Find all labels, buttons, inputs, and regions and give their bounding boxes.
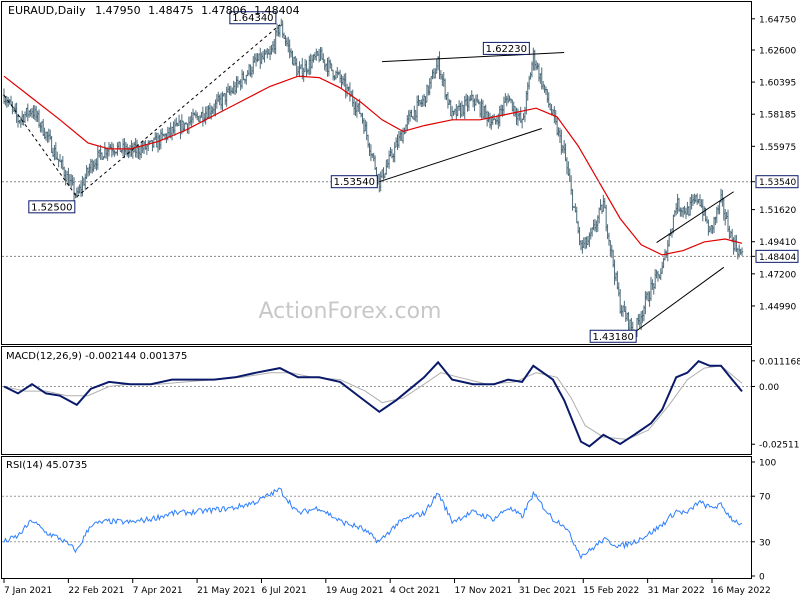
y-tick-label: 1.51620 xyxy=(759,206,796,216)
trendline xyxy=(656,191,734,244)
rsi-y-tick-label: 70 xyxy=(759,493,771,503)
trendline xyxy=(379,128,542,183)
ma-line xyxy=(3,75,743,256)
y-tick-label: 1.60395 xyxy=(759,79,796,89)
rsi-y-tick-label: 100 xyxy=(759,459,776,469)
rsi-line xyxy=(3,487,743,560)
trendline xyxy=(636,266,725,331)
callout-text: 1.43180 xyxy=(592,332,633,343)
moving-average xyxy=(3,75,743,256)
x-tick-label: 31 Mar 2022 xyxy=(648,586,705,596)
macd-y-tick-label: -0.025117 xyxy=(759,441,800,451)
price-bar xyxy=(740,247,744,256)
x-tick-label: 31 Dec 2021 xyxy=(519,586,577,596)
trendline xyxy=(382,52,565,63)
high-value: 1.48475 xyxy=(148,4,194,17)
y-tick-label: 1.53540 xyxy=(759,178,796,188)
price-callout: 1.62230 xyxy=(482,41,530,55)
x-tick-label: 7 Jan 2021 xyxy=(4,586,52,596)
watermark: ActionForex.com xyxy=(259,299,442,324)
callout-text: 1.62230 xyxy=(486,44,527,55)
callout-text: 1.53540 xyxy=(334,177,375,188)
price-callout: 1.43180 xyxy=(589,329,637,343)
y-tick-label: 1.55975 xyxy=(759,143,796,153)
macd-signal-line xyxy=(3,365,743,440)
x-tick-label: 17 Nov 2021 xyxy=(455,586,513,596)
callout-text: 1.64340 xyxy=(232,13,273,24)
trendline xyxy=(76,24,281,198)
macd-series xyxy=(2,360,751,448)
y-tick-label: 1.58185 xyxy=(759,111,796,121)
price-callout: 1.53540 xyxy=(330,175,378,189)
symbol-title: EURAUD,Daily 1.47950 1.48475 1.47806 1.4… xyxy=(8,4,300,17)
symbol-name: EURAUD,Daily xyxy=(8,4,86,17)
rsi-title: RSI(14) 45.0735 xyxy=(6,460,87,471)
x-tick-label: 4 Oct 2021 xyxy=(390,586,440,596)
price-callout: 1.64340 xyxy=(229,11,277,25)
x-tick-label: 22 Feb 2021 xyxy=(68,586,124,596)
callout-text: 1.52500 xyxy=(31,202,72,213)
x-tick-label: 16 May 2022 xyxy=(712,586,771,596)
y-tick-label: 1.49410 xyxy=(759,238,796,248)
price-callouts: 1.64340 1.62230 1.52500 1.53540 1.43180 xyxy=(28,11,637,343)
open-value: 1.47950 xyxy=(95,4,141,17)
macd-line xyxy=(3,360,743,448)
close-value: 1.48404 xyxy=(254,4,300,17)
trendlines xyxy=(2,24,751,331)
y-tick-label: 1.48404 xyxy=(759,253,796,263)
y-tick-label: 1.64750 xyxy=(759,15,796,25)
macd-y-tick-label: 0.00 xyxy=(759,383,779,393)
rsi-y-tick-label: 0 xyxy=(759,573,765,583)
x-tick-label: 6 Jul 2021 xyxy=(261,586,306,596)
low-value: 1.47806 xyxy=(201,4,247,17)
rsi-y-tick-label: 30 xyxy=(759,538,771,548)
macd-title: MACD(12,26,9) -0.002144 0.001375 xyxy=(6,351,187,362)
x-tick-label: 15 Feb 2022 xyxy=(583,586,639,596)
y-tick-label: 1.62600 xyxy=(759,47,796,57)
macd-panel-frame xyxy=(1,346,752,455)
price-callout: 1.52500 xyxy=(28,200,76,214)
axes: 1.64750 1.62600 1.60395 1.58185 1.55975 1.535… xyxy=(3,15,800,596)
x-tick-label: 21 May 2021 xyxy=(197,586,256,596)
macd-y-tick-label: 0.011168 xyxy=(759,357,800,367)
price-series xyxy=(2,18,744,342)
trendline xyxy=(3,94,78,198)
rsi-panel-frame xyxy=(1,456,752,579)
x-tick-label: 7 Apr 2021 xyxy=(133,586,183,596)
level-price-tag xyxy=(755,175,799,189)
rsi-series xyxy=(2,487,751,560)
y-tick-label: 1.44990 xyxy=(759,302,796,312)
y-tick-label: 1.47200 xyxy=(759,270,796,280)
current-price-tag xyxy=(755,249,799,263)
x-tick-label: 19 Aug 2021 xyxy=(326,586,384,596)
